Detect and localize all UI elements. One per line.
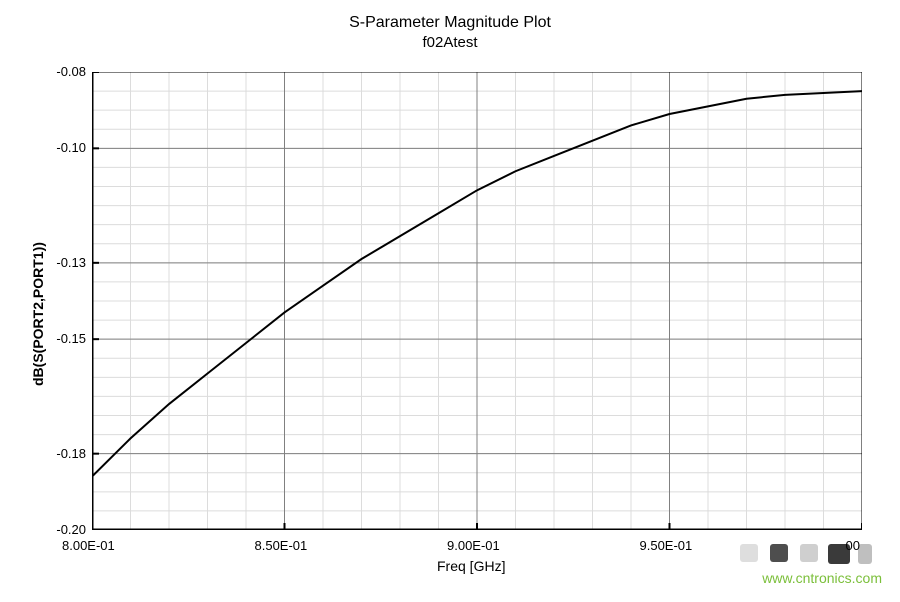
watermark-text: www.cntronics.com (762, 570, 882, 586)
y-tick-label: -0.13 (56, 255, 86, 270)
x-tick-label: 9.00E-01 (447, 538, 500, 553)
y-axis-label: dB(S(PORT2,PORT1)) (30, 242, 46, 386)
chart-subtitle: f02Atest (0, 34, 900, 51)
y-tick-label: -0.08 (56, 64, 86, 79)
x-tick-label: 8.50E-01 (255, 538, 308, 553)
chart-plot-area (92, 72, 862, 530)
y-tick-label: -0.20 (56, 522, 86, 537)
decorative-block (858, 544, 872, 564)
y-tick-label: -0.18 (56, 446, 86, 461)
chart-title: S-Parameter Magnitude Plot (0, 14, 900, 32)
x-tick-label: 8.00E-01 (62, 538, 115, 553)
decorative-block (770, 544, 788, 562)
x-tick-label: 9.50E-01 (640, 538, 693, 553)
y-tick-label: -0.15 (56, 331, 86, 346)
y-tick-label: -0.10 (56, 140, 86, 155)
x-tick-label: 00 (846, 538, 860, 553)
x-axis-label: Freq [GHz] (437, 558, 505, 574)
decorative-block (740, 544, 758, 562)
decorative-block (800, 544, 818, 562)
